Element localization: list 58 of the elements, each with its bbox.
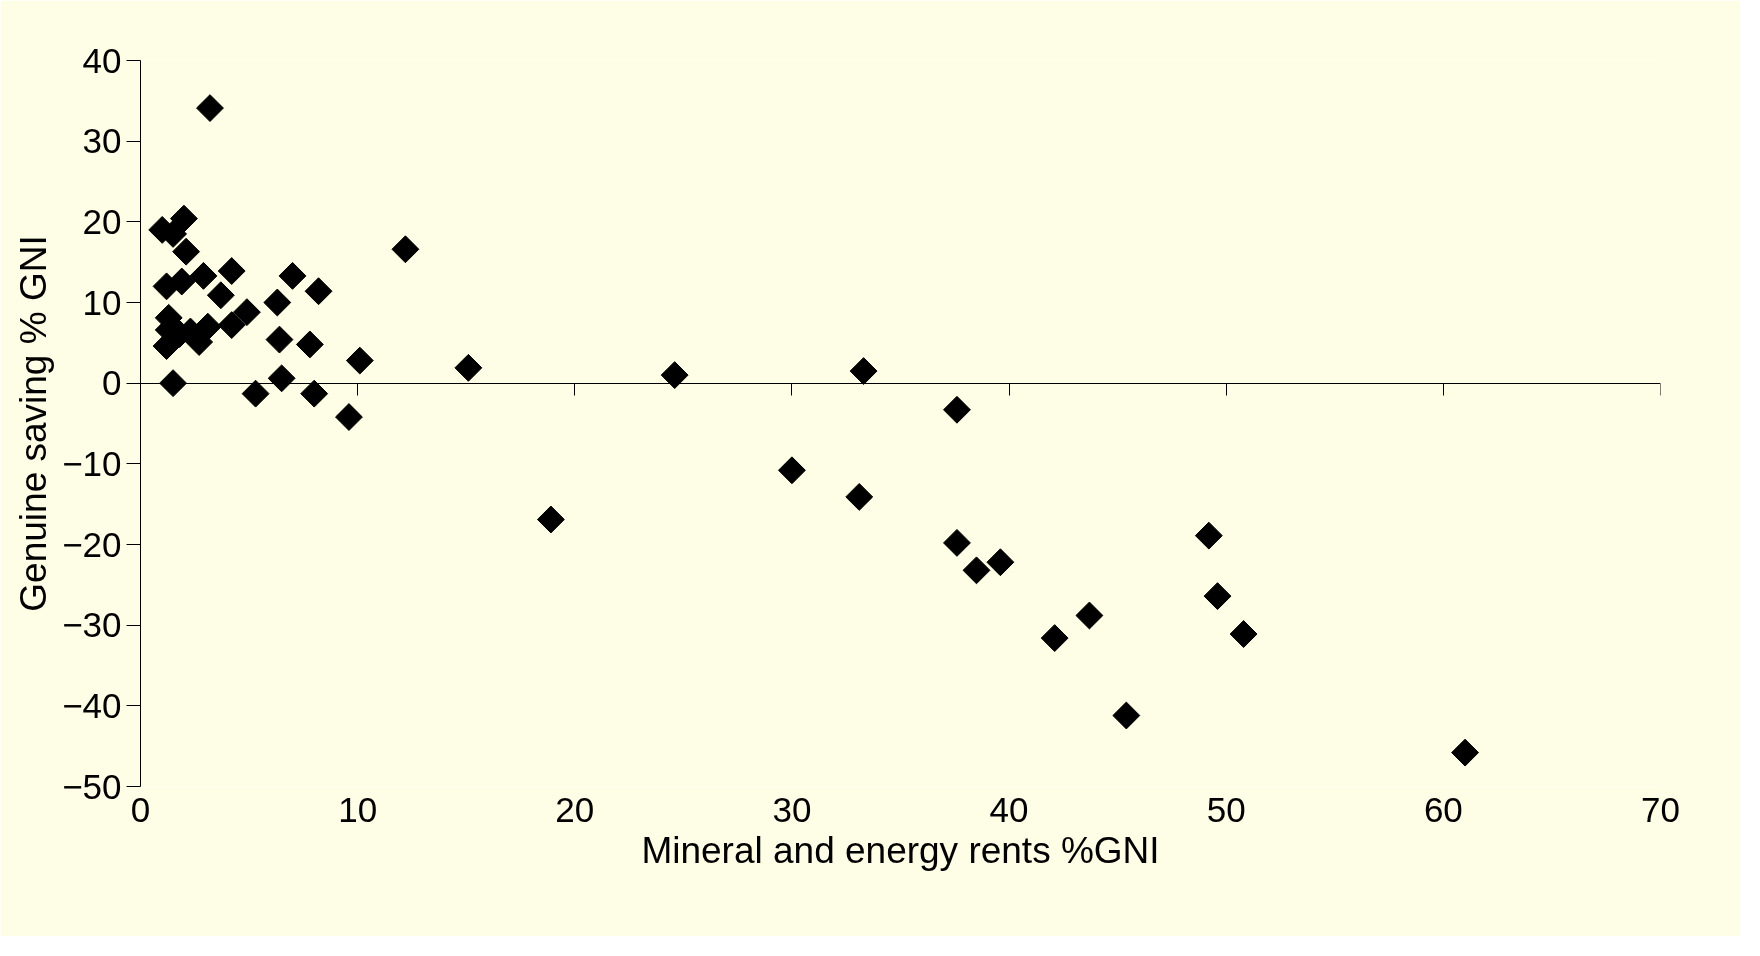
- point: [169, 204, 198, 233]
- x-tick-label: 40: [989, 789, 1029, 829]
- point: [845, 482, 874, 511]
- point: [295, 330, 324, 359]
- point: [1194, 521, 1223, 550]
- point: [1075, 601, 1104, 630]
- y-axis-title: Genuine saving % GNI: [13, 235, 55, 612]
- point: [159, 369, 188, 398]
- point: [278, 261, 307, 290]
- y-tick-label: −30: [62, 605, 122, 645]
- point: [1040, 624, 1069, 653]
- point: [536, 505, 565, 534]
- point: [1451, 738, 1480, 767]
- point: [232, 298, 261, 327]
- point: [304, 277, 333, 306]
- y-tick-label: −10: [62, 443, 122, 483]
- point: [241, 379, 270, 408]
- y-tick-label: −20: [62, 524, 122, 564]
- y-tick-label: 10: [82, 282, 122, 322]
- x-tick-label: 50: [1206, 789, 1246, 829]
- y-tick-label: 0: [102, 363, 122, 403]
- x-axis-title: Mineral and energy rents %GNI: [641, 829, 1160, 871]
- point: [217, 257, 246, 285]
- x-tick-label: 60: [1423, 789, 1463, 829]
- point: [189, 261, 218, 290]
- point: [391, 235, 420, 264]
- x-tick-label: 70: [1641, 789, 1680, 829]
- y-tick-label: −50: [62, 766, 122, 806]
- x-tick-label: 10: [338, 789, 378, 829]
- point: [345, 346, 374, 375]
- y-tick-label: 30: [82, 121, 122, 161]
- y-tick-label: 40: [82, 40, 122, 80]
- point: [660, 361, 689, 390]
- point: [1112, 701, 1141, 730]
- point: [962, 556, 991, 585]
- x-tick-label: 20: [555, 789, 595, 829]
- point: [986, 548, 1015, 577]
- point: [943, 528, 971, 557]
- y-tick-label: 20: [82, 201, 122, 241]
- point: [263, 288, 292, 317]
- point: [454, 353, 483, 382]
- point: [943, 395, 971, 424]
- point: [777, 456, 806, 485]
- point: [196, 94, 224, 123]
- point: [300, 379, 329, 408]
- point: [335, 403, 363, 431]
- point: [172, 237, 201, 266]
- point: [217, 311, 246, 340]
- x-tick-label: 0: [130, 789, 151, 829]
- point: [206, 281, 235, 310]
- point: [1229, 620, 1258, 648]
- point: [265, 325, 294, 354]
- point: [267, 364, 296, 393]
- point: [1203, 582, 1232, 611]
- y-tick-label: −40: [62, 685, 122, 725]
- point: [849, 357, 878, 385]
- point: [193, 312, 222, 341]
- x-tick-label: 30: [772, 789, 812, 829]
